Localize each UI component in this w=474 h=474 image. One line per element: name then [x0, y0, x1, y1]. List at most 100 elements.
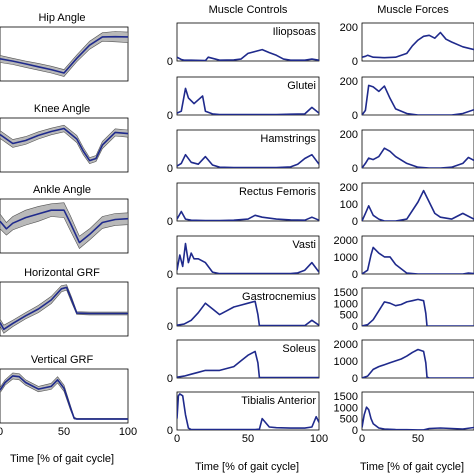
series-line: [177, 153, 319, 168]
middle-panel-3: Rectus Femoris 0: [167, 182, 320, 228]
y-tick-label: 2000: [334, 339, 358, 351]
muscle-label: Soleus: [282, 343, 316, 355]
muscle-label: Hamstrings: [260, 133, 316, 145]
y-tick-label: 200: [340, 76, 358, 88]
muscle-label: Tibialis Anterior: [241, 395, 316, 407]
axes-frame: [361, 76, 474, 116]
axes-frame: [361, 22, 474, 62]
y-tick-label: 1000: [334, 252, 358, 264]
y-tick-label: 500: [340, 414, 358, 426]
series-line: [0, 375, 128, 420]
axes-frame: [0, 26, 129, 82]
x-tick-label: 0: [359, 433, 365, 445]
y-tick-label: 500: [340, 310, 358, 322]
right-panel-3: 200 100 0: [340, 182, 474, 228]
y-tick-label: 0: [352, 321, 358, 333]
series-line: [177, 300, 319, 326]
axes-frame: [361, 235, 474, 275]
series-line: [177, 48, 319, 61]
right-panel-6: 2000 1000 0: [334, 339, 474, 385]
series-line: [362, 246, 474, 274]
y-tick-label: 200: [340, 22, 358, 34]
axes-frame: [0, 281, 129, 337]
right-panel-4: 2000 1000 0: [334, 235, 474, 281]
x-tick-label: 100: [310, 433, 328, 445]
y-tick-label: 0: [352, 425, 358, 437]
axes-frame: [361, 182, 474, 222]
series-line: [0, 286, 128, 331]
muscle-label: Vasti: [292, 239, 316, 251]
middle-panel-0: Iliopsoas 0: [167, 22, 320, 68]
y-tick-label: 1500: [334, 287, 358, 299]
axes-frame: [176, 287, 320, 327]
left-panel-2: Ankle Angle: [0, 184, 129, 254]
confidence-band: [0, 31, 128, 77]
right-panel-2: 2000: [340, 129, 474, 175]
series-line: [362, 189, 474, 221]
y-tick-label: 1000: [334, 298, 358, 310]
x-tick-label: 50: [412, 433, 424, 445]
muscle-label: Gastrocnemius: [242, 291, 316, 303]
confidence-band: [0, 202, 128, 249]
right-panel-1: 2000: [340, 76, 474, 122]
series-line: [362, 84, 474, 115]
series-line: [177, 242, 319, 274]
y-tick-label: 1000: [334, 402, 358, 414]
muscle-label: Glutei: [287, 80, 316, 92]
axes-frame: [0, 368, 129, 424]
y-tick-label: 0: [352, 110, 358, 122]
series-line: [362, 406, 474, 430]
panel-title: Hip Angle: [38, 12, 85, 24]
middle-panel-4: Vasti 0: [167, 235, 320, 281]
confidence-band: [0, 124, 128, 164]
y-tick-label: 0: [167, 321, 173, 333]
right-panel-0: 2000: [340, 22, 474, 68]
panel-title: Vertical GRF: [31, 354, 94, 366]
y-tick-label: 0: [167, 56, 173, 68]
y-tick-label: 0: [167, 216, 173, 228]
axes-frame: [361, 391, 474, 431]
middle-panel-5: Gastrocnemius 0: [167, 287, 320, 333]
series-line: [0, 35, 128, 74]
y-tick-label: 0: [167, 373, 173, 385]
confidence-band: [0, 284, 128, 334]
series-line: [0, 209, 128, 244]
x-tick-label: 50: [58, 426, 70, 438]
series-line: [362, 31, 474, 59]
y-tick-label: 1000: [334, 356, 358, 368]
y-tick-label: 1500: [334, 391, 358, 403]
y-tick-label: 0: [167, 163, 173, 175]
middle-panel-6: Soleus 0: [167, 339, 320, 385]
left-panel-1: Knee Angle: [0, 103, 129, 173]
panel-title: Horizontal GRF: [24, 267, 100, 279]
series-line: [362, 298, 474, 326]
x-tick-label: 100: [119, 426, 137, 438]
series-line: [177, 210, 319, 221]
series-line: [0, 127, 128, 162]
y-tick-label: 0: [352, 373, 358, 385]
y-tick-label: 0: [167, 269, 173, 281]
axes-frame: [176, 182, 320, 222]
y-tick-label: 2000: [334, 235, 358, 247]
x-tick-label: 50: [242, 433, 254, 445]
series-line: [177, 87, 319, 115]
axes-frame: [361, 287, 474, 327]
x-tick-label: 0: [174, 433, 180, 445]
middle-panel-1: Glutei 0: [167, 76, 320, 122]
x-tick-label: 0: [0, 426, 3, 438]
series-line: [362, 147, 474, 168]
y-tick-label: 0: [352, 269, 358, 281]
column-title-muscle-forces: Muscle Forces: [377, 4, 449, 16]
series-line: [177, 350, 319, 378]
panel-title: Knee Angle: [34, 103, 90, 115]
axes-frame: [0, 198, 129, 254]
y-tick-label: 200: [340, 129, 358, 141]
column-title-muscle-controls: Muscle Controls: [209, 4, 288, 16]
left-panel-0: Hip Angle: [0, 12, 129, 82]
xlabel-middle: Time [% of gait cycle]: [195, 461, 299, 473]
y-tick-label: 0: [352, 216, 358, 228]
axes-frame: [176, 22, 320, 62]
series-line: [362, 348, 474, 378]
